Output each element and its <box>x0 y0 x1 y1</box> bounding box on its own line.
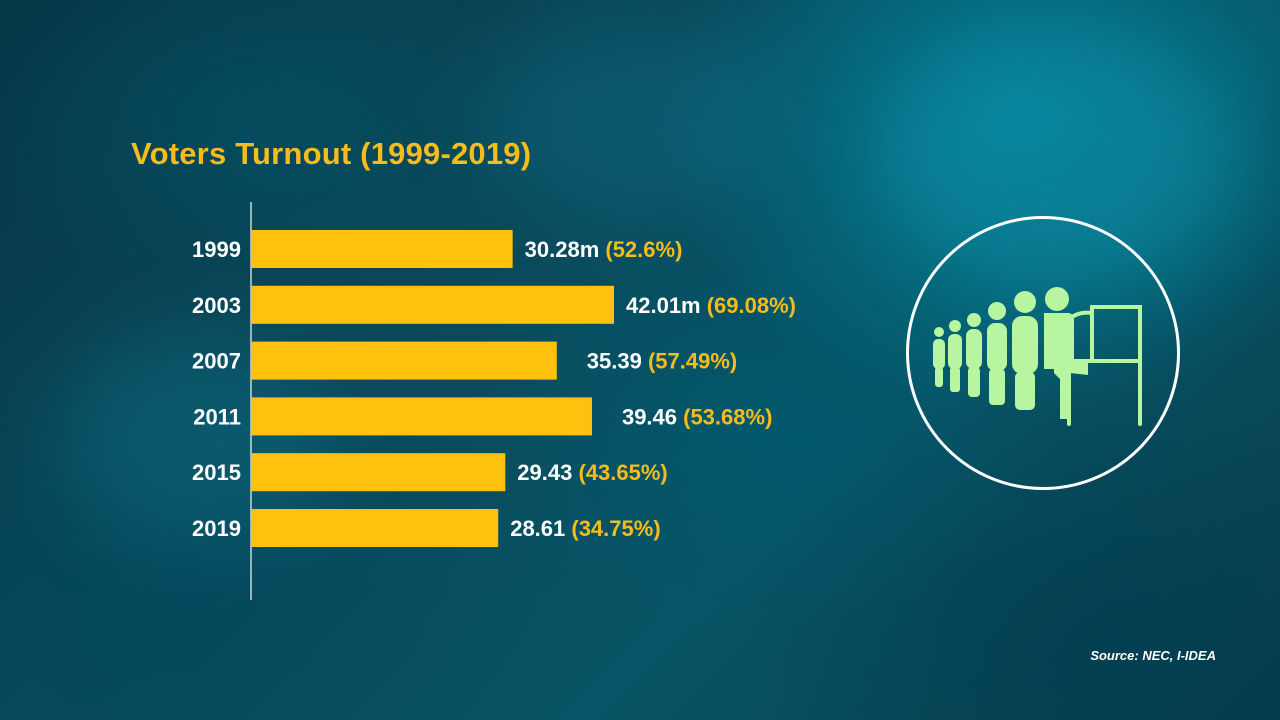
bar-2003 <box>251 285 614 324</box>
data-label-2019: 28.61 (34.75%) <box>510 516 660 541</box>
bars-layer <box>251 230 614 547</box>
chart-title: Voters Turnout (1999-2019) <box>131 136 532 171</box>
background-blur-2 <box>480 20 780 220</box>
data-label-2003: 42.01m (69.08%) <box>626 293 796 318</box>
bar-2015 <box>251 453 506 492</box>
labels-layer: 1999 30.28m (52.6%) 2003 42.01m (69.08%) 200… <box>192 237 796 541</box>
category-label-1999: 1999 <box>192 237 241 262</box>
bar-1999 <box>251 230 513 268</box>
value-label-1999: 30.28m <box>525 237 606 262</box>
data-label-2011: 39.46 (53.68%) <box>622 404 772 429</box>
value-label-2015: 29.43 <box>517 460 578 485</box>
data-label-2015: 29.43 (43.65%) <box>517 460 667 485</box>
bar-2019 <box>251 509 499 547</box>
value-label-2003: 42.01m <box>626 293 707 318</box>
category-label-2007: 2007 <box>192 349 241 374</box>
value-label-2007: 35.39 <box>587 349 648 374</box>
percent-label-2011: (53.68%) <box>683 404 772 429</box>
value-label-2019: 28.61 <box>510 516 571 541</box>
percent-label-2015: (43.65%) <box>578 460 667 485</box>
voters-queue-ballot-booth-icon <box>933 287 1142 426</box>
data-label-1999: 30.28m (52.6%) <box>525 237 683 262</box>
category-label-2003: 2003 <box>192 293 241 318</box>
bar-2007 <box>251 341 557 380</box>
source-note: Source: NEC, I-IDEA <box>1090 648 1216 663</box>
category-label-2019: 2019 <box>192 516 241 541</box>
value-label-2011: 39.46 <box>622 404 683 429</box>
percent-label-1999: (52.6%) <box>605 237 682 262</box>
bar-2011 <box>251 397 592 436</box>
category-label-2015: 2015 <box>192 460 241 485</box>
voter-badge <box>906 216 1180 490</box>
category-label-2011: 2011 <box>193 404 241 429</box>
percent-label-2007: (57.49%) <box>648 349 737 374</box>
percent-label-2003: (69.08%) <box>707 293 796 318</box>
data-label-2007: 35.39 (57.49%) <box>587 349 737 374</box>
percent-label-2019: (34.75%) <box>571 516 660 541</box>
